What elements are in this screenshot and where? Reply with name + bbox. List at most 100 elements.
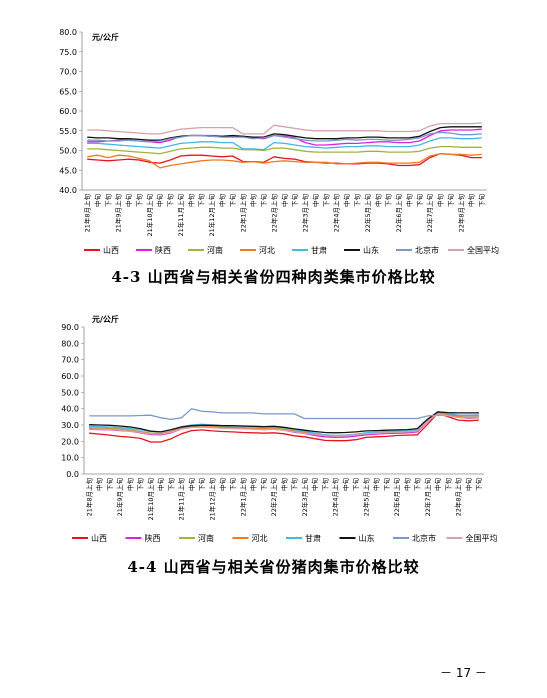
x-tick-label: 22年1月上旬	[238, 478, 247, 517]
legend-label: 山西	[103, 245, 119, 255]
chart-caption-meat: 4-3 山西省与相关省份四种肉类集市价格比较	[111, 268, 436, 286]
x-tick-label: 下旬	[134, 194, 143, 208]
series-line	[89, 412, 479, 443]
x-tick-label: 中旬	[464, 478, 473, 492]
legend-label: 陕西	[145, 533, 161, 543]
x-tick-label: 下旬	[105, 478, 114, 492]
x-tick-label: 中旬	[341, 478, 350, 492]
x-tick-label: 下旬	[228, 478, 237, 492]
legend-label: 甘肃	[305, 533, 321, 543]
legend-label: 北京市	[412, 533, 436, 543]
x-tick-label: 22年8月上旬	[454, 478, 463, 517]
x-tick-label: 中旬	[187, 478, 196, 492]
x-tick-label: 下旬	[166, 194, 175, 208]
x-tick-label: 下旬	[103, 194, 112, 208]
x-tick-label: 下旬	[136, 478, 145, 492]
x-tick-label: 下旬	[477, 194, 486, 208]
legend-label: 河北	[259, 245, 275, 255]
series-line	[87, 131, 482, 143]
x-tick-label: 中旬	[218, 478, 227, 492]
series-line	[87, 126, 482, 141]
x-tick-label: 中旬	[402, 478, 411, 492]
x-tick-label: 22年7月上旬	[425, 194, 434, 233]
x-tick-label: 中旬	[217, 194, 226, 208]
x-tick-label: 22年4月上旬	[331, 478, 340, 517]
x-tick-label: 22年4月上旬	[332, 194, 341, 233]
x-tick-label: 中旬	[311, 194, 320, 208]
legend-label: 全国平均	[467, 245, 499, 255]
x-tick-label: 22年1月上旬	[238, 194, 247, 233]
x-tick-label: 中旬	[467, 194, 476, 208]
x-tick-label: 下旬	[320, 478, 329, 492]
x-tick-label: 下旬	[321, 194, 330, 208]
x-tick-label: 下旬	[413, 478, 422, 492]
y-tick-label: 40.0	[61, 405, 79, 414]
legend-label: 河北	[252, 533, 268, 543]
y-tick-label: 65.0	[59, 87, 77, 96]
x-tick-label: 下旬	[197, 478, 206, 492]
y-tick-label: 60.0	[61, 372, 79, 381]
x-tick-label: 中旬	[249, 478, 258, 492]
x-tick-label: 中旬	[124, 194, 133, 208]
x-tick-label: 下旬	[384, 194, 393, 208]
x-tick-label: 中旬	[156, 478, 165, 492]
legend-label: 甘肃	[311, 245, 327, 255]
x-tick-label: 中旬	[433, 478, 442, 492]
legend-label: 全国平均	[466, 533, 498, 543]
y-tick-label: 70.0	[59, 68, 77, 77]
x-tick-label: 21年8月上旬	[84, 478, 93, 517]
series-line	[87, 145, 482, 155]
x-tick-label: 22年7月上旬	[423, 478, 432, 517]
y-tick-label: 80.0	[61, 339, 79, 348]
y-tick-label: 55.0	[59, 127, 77, 136]
legend-label: 陕西	[155, 245, 171, 255]
legend-label: 河南	[198, 533, 214, 543]
x-tick-label: 22年6月上旬	[392, 478, 401, 517]
x-tick-label: 中旬	[249, 194, 258, 208]
x-tick-label: 21年11月上旬	[176, 194, 185, 237]
x-tick-label: 22年2月上旬	[269, 194, 278, 233]
x-tick-label: 22年8月上旬	[456, 194, 465, 233]
x-tick-label: 22年2月上旬	[269, 478, 278, 517]
x-tick-label: 下旬	[259, 194, 268, 208]
y-tick-label: 50.0	[59, 147, 77, 156]
chart-caption-pork: 4-4 山西省与相关省份猪肉集市价格比较	[127, 558, 420, 576]
y-tick-label: 20.0	[61, 437, 79, 446]
x-tick-label: 中旬	[279, 478, 288, 492]
x-tick-label: 下旬	[474, 478, 483, 492]
x-tick-label: 下旬	[259, 478, 268, 492]
x-tick-label: 下旬	[228, 194, 237, 208]
x-tick-label: 下旬	[352, 194, 361, 208]
y-unit-label: 元/公斤	[92, 32, 119, 42]
y-tick-label: 40.0	[59, 186, 77, 195]
legend-label: 山西	[91, 533, 107, 543]
x-tick-label: 21年10月上旬	[145, 194, 154, 237]
legend-label: 山东	[363, 245, 379, 255]
x-tick-label: 中旬	[186, 194, 195, 208]
chart-pork-prices: 元/公斤 90.0 80.0 70.0 60.0 50.0 40.0 30.0 20.0 10.0…	[61, 314, 498, 543]
x-tick-label: 21年9月上旬	[115, 478, 124, 517]
y-tick-label: 50.0	[61, 388, 79, 397]
x-tick-label: 中旬	[436, 194, 445, 208]
y-tick-label: 0.0	[66, 470, 79, 479]
x-tick-label: 22年5月上旬	[363, 194, 372, 233]
x-tick-label: 中旬	[373, 194, 382, 208]
legend-label: 北京市	[415, 245, 439, 255]
series-line	[89, 408, 479, 421]
x-tick-label: 中旬	[372, 478, 381, 492]
series-line	[87, 153, 482, 169]
x-tick-label: 中旬	[342, 194, 351, 208]
x-tick-label: 21年11月上旬	[177, 478, 186, 521]
x-tick-label: 中旬	[93, 194, 102, 208]
x-tick-label: 下旬	[446, 194, 455, 208]
x-tick-label: 下旬	[197, 194, 206, 208]
series-line	[87, 122, 482, 135]
series-line	[89, 413, 479, 437]
x-tick-label: 21年10月上旬	[146, 478, 155, 521]
y-unit-label: 元/公斤	[92, 314, 119, 324]
x-tick-label: 21年9月上旬	[114, 194, 123, 233]
y-tick-label: 75.0	[59, 48, 77, 57]
x-tick-label: 22年5月上旬	[361, 478, 370, 517]
y-tick-label: 30.0	[61, 421, 79, 430]
